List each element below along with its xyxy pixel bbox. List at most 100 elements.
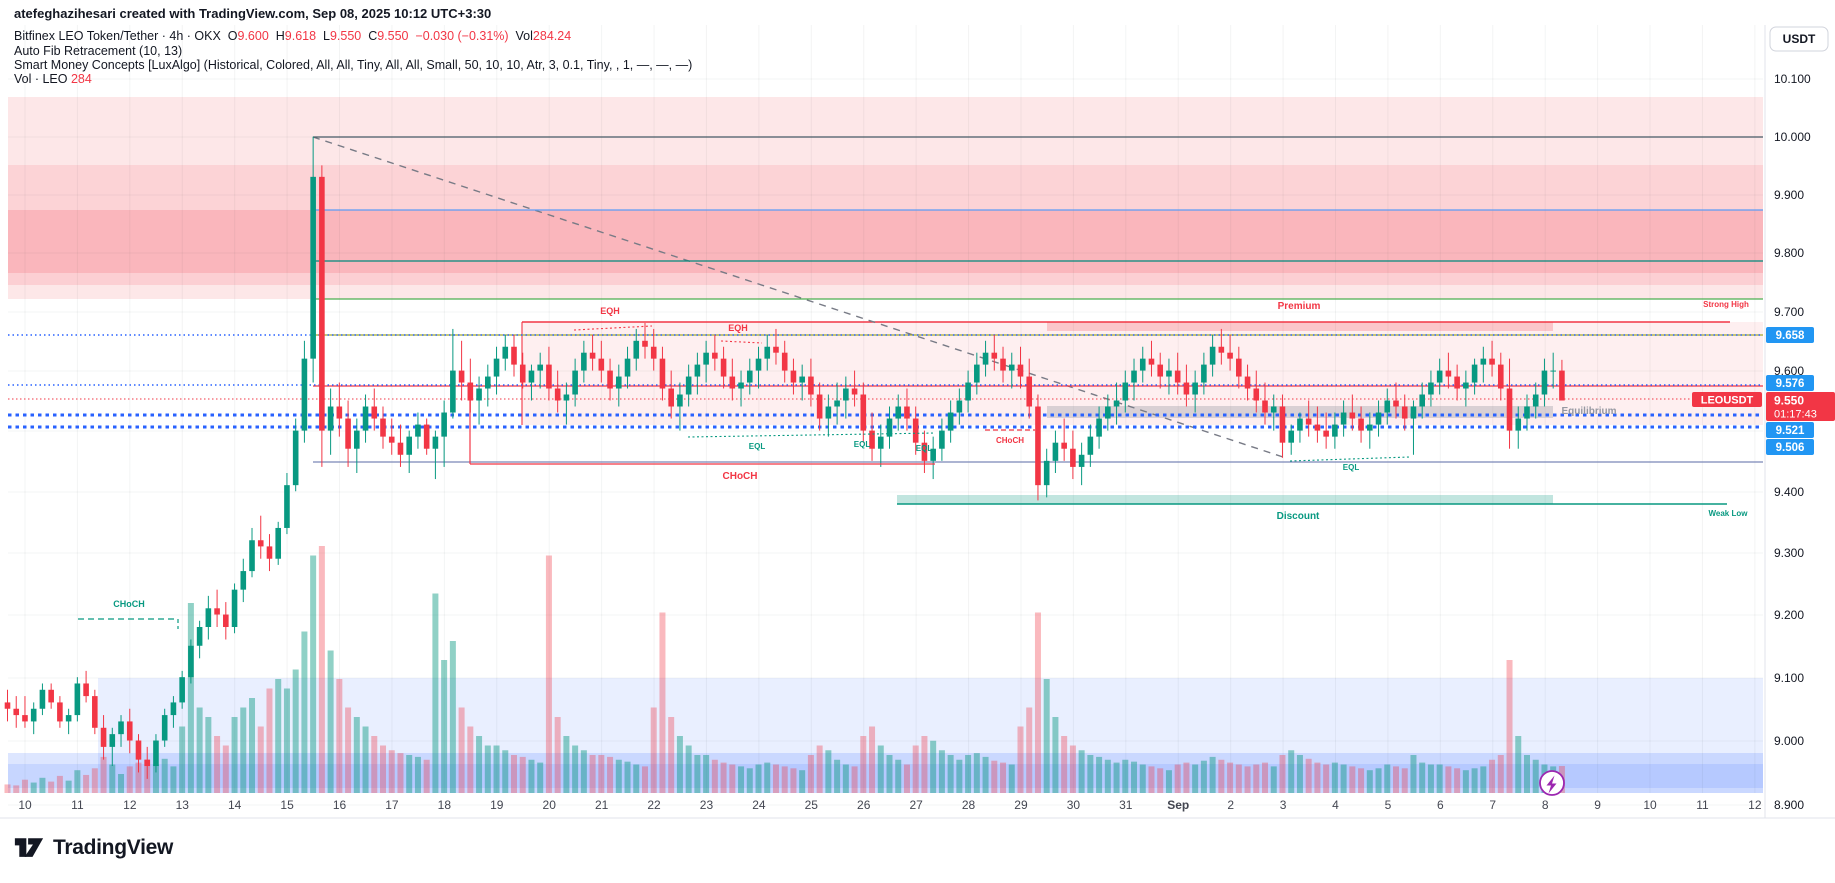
volume-bar bbox=[13, 785, 20, 793]
volume-bar bbox=[1253, 764, 1260, 793]
candle-body bbox=[1052, 442, 1059, 461]
tradingview-logo[interactable]: TradingView bbox=[14, 835, 173, 861]
volume-bar bbox=[834, 759, 841, 793]
time-tick-label: 29 bbox=[1014, 798, 1028, 812]
candle-body bbox=[231, 589, 238, 628]
alert-badge[interactable] bbox=[1766, 375, 1814, 391]
candle-body bbox=[1506, 388, 1513, 431]
candle-body bbox=[537, 364, 543, 371]
candle-body bbox=[930, 448, 936, 461]
volume-zone-band bbox=[98, 678, 1763, 793]
volume-bar bbox=[1515, 736, 1522, 793]
candle-body bbox=[1314, 424, 1321, 431]
volume-bar bbox=[1471, 768, 1478, 793]
time-tick-label: 30 bbox=[1067, 798, 1081, 812]
candle-body bbox=[947, 412, 954, 431]
time-axis[interactable]: 10 11 12 13 14 15 16 17 18 19 20 21 22 23 24 25 26 27 28 29… bbox=[18, 798, 1762, 812]
volume-bar bbox=[449, 641, 456, 793]
legend-volume-indicator[interactable]: Vol · LEO 284 bbox=[14, 72, 92, 86]
candle-body bbox=[1113, 400, 1120, 407]
volume-bar bbox=[877, 745, 884, 793]
price-tick-label: 9.100 bbox=[1774, 671, 1804, 685]
volume-bar bbox=[1419, 762, 1426, 793]
candle-body bbox=[1061, 442, 1067, 449]
symbol-badge-bg[interactable] bbox=[1692, 392, 1762, 407]
volume-bar bbox=[694, 755, 701, 793]
volume-bar bbox=[318, 546, 325, 793]
volume-bar bbox=[537, 762, 544, 793]
volume-bar bbox=[1358, 768, 1365, 793]
candle-body bbox=[860, 394, 867, 431]
volume-bar bbox=[362, 726, 369, 793]
candle-body bbox=[92, 696, 98, 728]
volume-bar bbox=[458, 707, 465, 793]
candle-body bbox=[423, 424, 430, 449]
lightning-icon[interactable] bbox=[1539, 770, 1565, 796]
volume-bar bbox=[554, 717, 561, 793]
candle-body bbox=[1524, 406, 1530, 419]
volume-bar bbox=[4, 784, 11, 793]
candle-body bbox=[546, 364, 552, 389]
volume-bar bbox=[1340, 764, 1347, 793]
time-tick-label: 27 bbox=[909, 798, 923, 812]
volume-bar bbox=[1427, 764, 1434, 793]
candle-body bbox=[677, 394, 683, 407]
alert-lines[interactable] bbox=[8, 334, 1763, 429]
alert-badge[interactable] bbox=[1766, 422, 1814, 438]
fib-fill-bands bbox=[8, 97, 1763, 299]
candle-body bbox=[22, 715, 28, 722]
volume-bar bbox=[1026, 707, 1033, 793]
volume-bar bbox=[135, 762, 142, 793]
alert-badge[interactable] bbox=[1766, 439, 1814, 455]
candle-body bbox=[161, 715, 168, 741]
legend-smc-indicator[interactable]: Smart Money Concepts [LuxAlgo] (Historic… bbox=[14, 58, 693, 72]
symbol-title[interactable]: Bitfinex LEO Token/Tether · 4h · OKX bbox=[14, 29, 221, 43]
candle-body bbox=[196, 627, 203, 646]
volume-bar bbox=[947, 755, 954, 793]
candle-body bbox=[877, 436, 884, 449]
alert-badge[interactable] bbox=[1766, 327, 1814, 343]
volume-bar bbox=[310, 555, 317, 793]
time-tick-label: 21 bbox=[595, 798, 609, 812]
volume-bar bbox=[1043, 679, 1050, 793]
volume-bar bbox=[572, 745, 579, 793]
volume-bar bbox=[738, 766, 745, 793]
symbol-badge-text: LEOUSDT bbox=[1701, 395, 1754, 407]
volume-bar bbox=[48, 781, 55, 793]
candle-body bbox=[1000, 358, 1006, 371]
candle-body bbox=[1183, 382, 1190, 395]
alert-badge-text: 9.506 bbox=[1776, 442, 1805, 454]
volume-bar bbox=[668, 717, 675, 793]
candle-body bbox=[642, 340, 648, 347]
volume-bar bbox=[406, 755, 413, 793]
volume-bar bbox=[1061, 736, 1068, 793]
smc-structure-lines bbox=[78, 325, 1727, 629]
candle-body bbox=[965, 382, 971, 401]
candle-body bbox=[432, 436, 439, 449]
candle-body bbox=[1279, 406, 1286, 443]
volume-bar bbox=[301, 631, 308, 793]
candle-body bbox=[1401, 406, 1408, 419]
fib-trend-dashed-line[interactable] bbox=[312, 136, 1284, 458]
alert-badge-text: 9.576 bbox=[1776, 378, 1805, 390]
smc-labels: CHoCH EQH EQH EQL EQL EQL EQL CHoCH CHoCH Premium… bbox=[113, 300, 1749, 609]
time-tick-label: 4 bbox=[1332, 798, 1339, 812]
symbol-price-badge[interactable]: LEOUSDT bbox=[1692, 392, 1762, 407]
last-price-badge-bg[interactable] bbox=[1766, 392, 1835, 421]
candle-body bbox=[1428, 382, 1434, 395]
candle-body bbox=[729, 376, 736, 389]
candle-body bbox=[240, 571, 247, 590]
legend-fib-indicator[interactable]: Auto Fib Retracement (10, 13) bbox=[14, 44, 183, 58]
candle-body bbox=[1253, 388, 1260, 401]
volume-bar bbox=[432, 593, 439, 793]
usdt-button-label: USDT bbox=[1783, 32, 1816, 46]
currency-button[interactable]: USDT bbox=[1769, 26, 1829, 52]
volume-bar bbox=[109, 764, 116, 793]
alert-price-badges[interactable]: 9.658 9.576 9.521 9.506 bbox=[1766, 327, 1814, 455]
candle-body bbox=[1227, 352, 1233, 359]
candle-body bbox=[83, 683, 89, 697]
usdt-button-frame[interactable] bbox=[1769, 26, 1829, 52]
smc-label-choch: CHoCH bbox=[113, 599, 145, 609]
